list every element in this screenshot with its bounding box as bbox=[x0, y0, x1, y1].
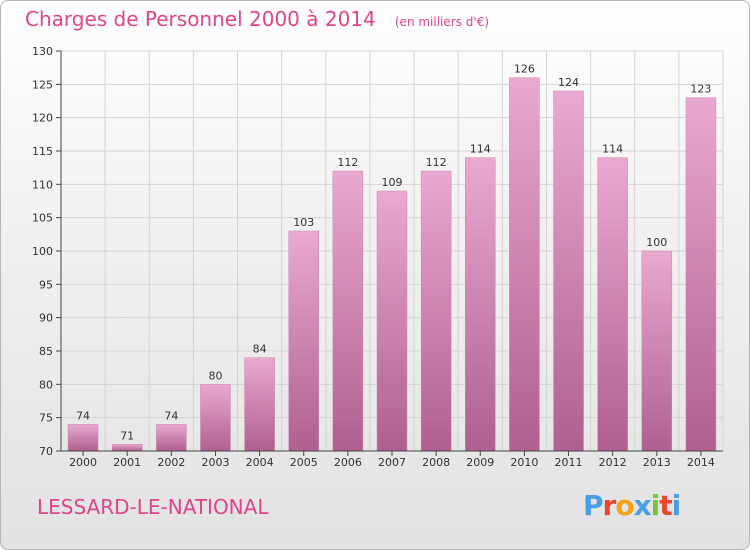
logo-letter: P bbox=[583, 489, 604, 522]
value-label-2008: 112 bbox=[426, 156, 447, 169]
x-tick-label-2010: 2010 bbox=[510, 456, 538, 469]
x-tick-label-2005: 2005 bbox=[290, 456, 318, 469]
bar-2012 bbox=[597, 157, 628, 452]
logo-letter: r bbox=[602, 489, 617, 522]
value-label-2000: 74 bbox=[76, 409, 90, 422]
x-tick-label-2013: 2013 bbox=[643, 456, 671, 469]
value-label-2011: 124 bbox=[558, 76, 579, 89]
logo-letter: x bbox=[633, 489, 652, 522]
y-tick-label: 130 bbox=[32, 45, 53, 58]
value-label-2013: 100 bbox=[646, 236, 667, 249]
x-tick-label-2004: 2004 bbox=[246, 456, 274, 469]
bar-2009 bbox=[465, 157, 496, 452]
x-tick-label-2006: 2006 bbox=[334, 456, 362, 469]
x-tick-label-2007: 2007 bbox=[378, 456, 406, 469]
value-label-2005: 103 bbox=[293, 216, 314, 229]
value-label-2006: 112 bbox=[337, 156, 358, 169]
x-tick-label-2011: 2011 bbox=[555, 456, 583, 469]
logo-letter: t bbox=[659, 489, 672, 522]
x-tick-label-2009: 2009 bbox=[466, 456, 494, 469]
value-label-2002: 74 bbox=[164, 409, 178, 422]
value-label-2009: 114 bbox=[470, 143, 491, 156]
bar-2005 bbox=[288, 230, 319, 452]
bar-2006 bbox=[332, 170, 364, 452]
y-tick-label: 70 bbox=[39, 445, 53, 458]
value-label-2014: 123 bbox=[690, 83, 711, 96]
y-tick-label: 125 bbox=[32, 78, 53, 91]
bar-2004 bbox=[244, 357, 275, 452]
value-label-2007: 109 bbox=[382, 176, 403, 189]
bars: 74 71 74 80 84 103 112 109 112 114 126 124 114 100 123 bbox=[67, 63, 717, 452]
value-label-2004: 84 bbox=[253, 343, 267, 356]
x-tick-label-2012: 2012 bbox=[599, 456, 627, 469]
bar-2003 bbox=[200, 384, 231, 452]
bar-2014 bbox=[685, 97, 717, 452]
bar-2001 bbox=[111, 444, 143, 452]
x-tick-label-2002: 2002 bbox=[157, 456, 185, 469]
value-label-2010: 126 bbox=[514, 63, 535, 76]
y-tick-label: 95 bbox=[39, 278, 53, 291]
x-tick-label-2000: 2000 bbox=[69, 456, 97, 469]
title-row: Charges de Personnel 2000 à 2014 (en mil… bbox=[25, 7, 489, 31]
value-label-2012: 114 bbox=[602, 143, 623, 156]
y-tick-label: 100 bbox=[32, 245, 53, 258]
proxiti-logo: Proxiti bbox=[583, 489, 682, 522]
y-tick-label: 110 bbox=[32, 178, 53, 191]
chart-subtitle: (en milliers d'€) bbox=[394, 15, 489, 29]
axes: 70 75 80 85 90 95 100 105 110 115 120 125 130 2000 200… bbox=[32, 45, 723, 469]
y-tick-label: 75 bbox=[39, 412, 53, 425]
logo-letter: o bbox=[615, 489, 634, 522]
commune-name: LESSARD-LE-NATIONAL bbox=[37, 495, 269, 519]
y-tick-label: 85 bbox=[39, 345, 53, 358]
x-tick-label-2014: 2014 bbox=[687, 456, 715, 469]
y-tick-label: 115 bbox=[32, 145, 53, 158]
bar-2010 bbox=[509, 77, 540, 452]
bar-2007 bbox=[376, 190, 408, 452]
x-tick-label-2008: 2008 bbox=[422, 456, 450, 469]
x-tick-label-2003: 2003 bbox=[201, 456, 229, 469]
y-tick-label: 80 bbox=[39, 378, 53, 391]
y-tick-label: 105 bbox=[32, 212, 53, 225]
bar-2011 bbox=[553, 90, 584, 452]
value-label-2003: 80 bbox=[208, 369, 222, 382]
value-label-2001: 71 bbox=[120, 429, 134, 442]
bar-2000 bbox=[67, 424, 99, 452]
bar-2013 bbox=[641, 250, 673, 452]
logo-letter: i bbox=[671, 489, 682, 522]
logo-letter: i bbox=[650, 489, 661, 522]
y-tick-label: 90 bbox=[39, 312, 53, 325]
chart-title: Charges de Personnel 2000 à 2014 bbox=[25, 7, 376, 31]
bar-2008 bbox=[420, 170, 452, 452]
bar-2002 bbox=[156, 424, 187, 452]
x-tick-label-2001: 2001 bbox=[113, 456, 141, 469]
y-tick-label: 120 bbox=[32, 112, 53, 125]
